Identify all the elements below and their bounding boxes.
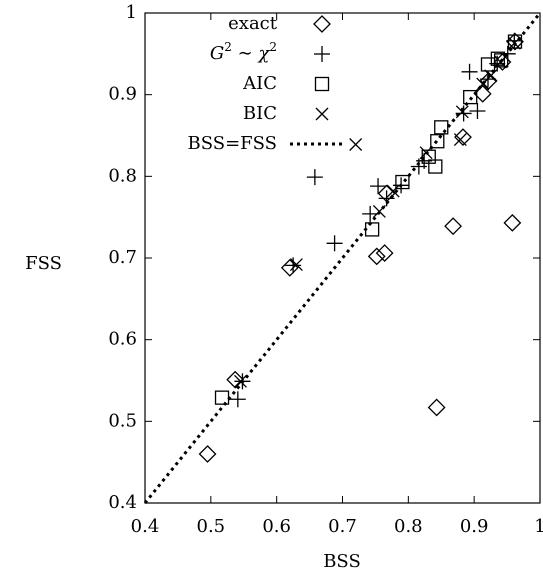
legend-diamond-icon	[313, 15, 331, 33]
square-marker	[395, 174, 410, 190]
plus-marker	[285, 257, 302, 274]
y-tick-label: 0.5	[108, 410, 137, 431]
diamond-marker	[479, 71, 498, 90]
y-tick-label: 0.8	[108, 165, 137, 186]
square-marker	[214, 390, 230, 405]
cross-marker	[419, 146, 433, 160]
diamond-marker	[444, 217, 463, 236]
legend-entry: BIC	[243, 103, 329, 124]
plus-marker	[326, 235, 343, 252]
cross-marker	[453, 133, 467, 147]
legend-plus-icon	[314, 46, 330, 62]
square-marker	[364, 222, 380, 237]
diamond-marker	[280, 258, 299, 277]
legend-entry: BSS=FSS	[188, 133, 342, 154]
diamond-marker	[226, 370, 245, 389]
square-marker	[494, 53, 509, 68]
legend-entry: AIC	[242, 73, 330, 94]
diamond-marker	[473, 84, 492, 103]
axis-ticks: 0.4 0.5 0.6 0.7 0.8 0.9 1 0.4 0.5 0.6 0.7 0.8 0.9 1	[108, 2, 543, 537]
y-axis-label: FSS	[25, 253, 62, 274]
plus-marker	[362, 205, 379, 222]
plus-marker	[306, 169, 323, 186]
x-axis-label: BSS	[323, 551, 361, 572]
y-tick-label: 0.4	[108, 492, 137, 513]
plus-marker	[370, 178, 387, 195]
plus-marker	[234, 373, 251, 390]
y-tick-label: 1	[126, 2, 137, 23]
cross-marker	[386, 184, 400, 198]
x-tick-label: 1	[534, 516, 543, 537]
square-marker	[480, 57, 496, 72]
x-tick-label: 0.5	[197, 516, 226, 537]
square-marker	[463, 89, 478, 105]
cross-marker	[233, 374, 247, 388]
x-tick-label: 0.9	[460, 516, 489, 537]
plus-marker	[469, 103, 486, 119]
diamond-marker	[198, 445, 217, 463]
cross-marker	[507, 36, 521, 50]
diamond-marker	[427, 398, 446, 417]
x-tick-label: 0.8	[394, 516, 423, 537]
cross-marker	[372, 204, 386, 218]
x-tick-label: 0.7	[328, 516, 357, 537]
cross-marker	[484, 69, 498, 83]
legend-entry: G2 ∼ χ2	[210, 40, 330, 65]
legend-entry: exact	[228, 13, 331, 34]
square-marker	[434, 120, 449, 135]
diamond-marker	[375, 244, 394, 263]
legend-label: BSS=FSS	[188, 133, 278, 154]
plus-marker	[229, 391, 246, 408]
cross-marker	[494, 55, 507, 69]
diamond-marker	[367, 247, 386, 266]
diamond-marker	[503, 213, 522, 232]
legend-label: G2 ∼ χ2	[210, 40, 277, 65]
legend-label: exact	[228, 13, 278, 34]
legend-square-icon	[314, 76, 330, 92]
plus-marker	[378, 190, 395, 207]
cross-marker	[455, 105, 469, 119]
x-tick-label: 0.4	[131, 516, 160, 537]
cross-marker	[289, 258, 303, 271]
diamond-marker	[454, 128, 472, 147]
data-markers	[198, 32, 524, 463]
y-tick-label: 0.6	[108, 329, 137, 350]
plus-marker	[461, 63, 478, 80]
legend-label: AIC	[242, 73, 277, 94]
cross-marker	[349, 138, 363, 151]
legend: exact G2 ∼ χ2 AIC BIC BSS=FSS	[188, 13, 342, 154]
y-tick-label: 0.7	[108, 247, 137, 268]
square-marker	[430, 134, 445, 149]
square-marker	[507, 34, 523, 49]
legend-label: BIC	[243, 103, 277, 124]
legend-cross-icon	[315, 107, 329, 121]
square-marker	[428, 159, 443, 174]
diamond-marker	[506, 32, 524, 51]
plot-frame	[144, 12, 541, 504]
x-tick-label: 0.6	[262, 516, 291, 537]
y-tick-label: 0.9	[108, 84, 137, 105]
